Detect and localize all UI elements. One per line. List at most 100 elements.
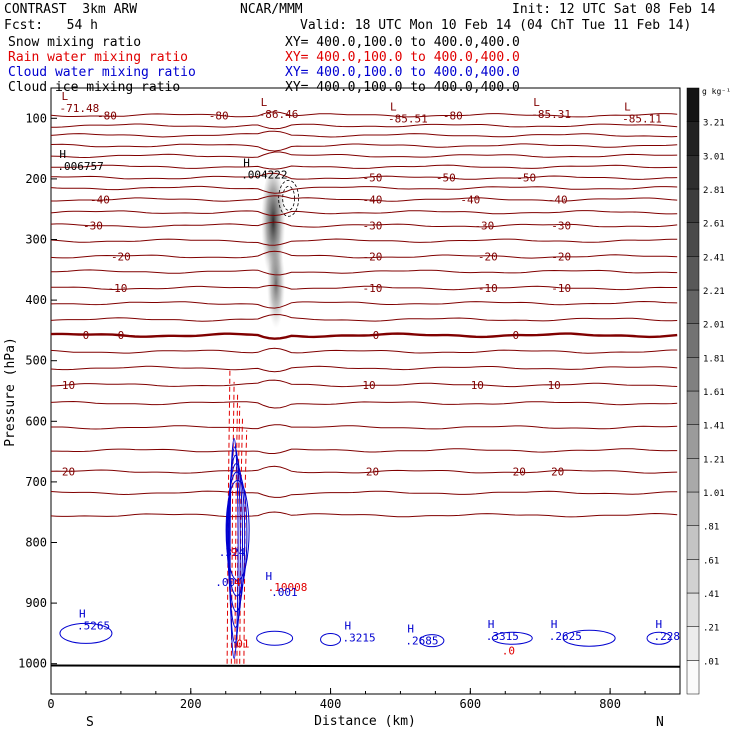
temperature-contour xyxy=(50,332,678,340)
colorbar-label: 2.21 xyxy=(703,287,725,297)
contour-annotation: .10008 xyxy=(268,581,308,594)
field-snow-xy: XY= 400.0,100.0 to 400.0,400.0 xyxy=(285,35,520,50)
extremum-value: -86.46 xyxy=(259,108,299,121)
contour-label: 20 xyxy=(551,466,564,479)
contour-label: 0 xyxy=(512,329,519,342)
valid-time: Valid: 18 UTC Mon 10 Feb 14 (04 ChT Tue … xyxy=(300,18,692,33)
x-tick-label: 200 xyxy=(180,697,202,711)
y-tick-label: 300 xyxy=(25,233,47,247)
extremum-value: .004222 xyxy=(241,168,287,181)
colorbar-swatch xyxy=(686,256,700,291)
extremum-value: .3315 xyxy=(486,630,519,643)
field-snow-name: Snow mixing ratio xyxy=(8,35,142,50)
extremum-value: .2685 xyxy=(405,634,438,647)
cloud-water-contour xyxy=(225,479,250,581)
cloud-water-contour xyxy=(562,629,616,647)
cloud-water-contour xyxy=(226,471,248,597)
cloud-water-contour xyxy=(228,454,244,628)
y-tick-label: 1000 xyxy=(18,657,47,671)
extremum-value: .3215 xyxy=(343,631,376,644)
y-tick-label: 500 xyxy=(25,354,47,368)
cloud-water-contour xyxy=(227,463,246,613)
cloud-ice-contour xyxy=(282,185,296,211)
temperature-contour xyxy=(50,210,678,217)
contour-label: -40 xyxy=(363,194,383,207)
colorbar-label: 1.41 xyxy=(703,422,725,432)
colorbar-swatch xyxy=(686,592,700,627)
contour-annotation: 4 xyxy=(234,576,241,589)
rain-contour xyxy=(236,406,241,664)
x-tick-label: 800 xyxy=(599,697,621,711)
plot-frame xyxy=(50,87,681,695)
field-rain-xy: XY= 400.0,100.0 to 400.0,400.0 xyxy=(285,50,520,65)
colorbar-unit: g kg⁻¹ xyxy=(702,87,731,96)
extremum-value: -85.51 xyxy=(388,113,428,126)
extremum-letter: L xyxy=(533,96,540,109)
temperature-contour xyxy=(51,424,678,430)
colorbar-label: 1.01 xyxy=(703,489,725,499)
contour-label: -10 xyxy=(478,282,498,295)
extremum-letter: H xyxy=(345,619,352,632)
colorbar-swatch xyxy=(686,87,700,122)
contour-label: 10 xyxy=(548,379,561,392)
contour-label: 10 xyxy=(471,379,484,392)
snow-core xyxy=(261,167,286,288)
x-tick-label: 0 xyxy=(47,697,54,711)
field-cloud-water-xy: XY= 400.0,100.0 to 400.0,400.0 xyxy=(285,65,520,80)
temperature-contour xyxy=(50,111,678,118)
extremum-letter: L xyxy=(261,96,268,109)
y-tick-label: 600 xyxy=(25,414,47,428)
contour-label: -50 xyxy=(436,172,456,185)
forecast-hour: Fcst: 54 h xyxy=(4,18,98,33)
extremum-value: .5265 xyxy=(77,619,110,632)
contour-annotation: 01 xyxy=(236,637,249,650)
rain-contour xyxy=(230,381,235,664)
x-tick-label: 600 xyxy=(459,697,481,711)
cloud-water-contour xyxy=(229,438,239,660)
x-tick-label: 400 xyxy=(320,697,342,711)
contour-label: -30 xyxy=(363,220,383,233)
temperature-contour xyxy=(50,221,678,228)
cloud-water-contour xyxy=(419,634,445,648)
colorbar-swatch xyxy=(686,525,700,560)
extremum-letter: L xyxy=(390,101,397,114)
contour-annotation: 9 xyxy=(231,546,238,559)
colorbar-swatch xyxy=(686,188,700,223)
init-time: Init: 12 UTC Sat 08 Feb 14 xyxy=(512,2,716,17)
cloud-water-contour xyxy=(320,632,342,646)
contour-label: -20 xyxy=(111,250,131,263)
contour-label: -80 xyxy=(209,109,229,122)
y-tick-label: 700 xyxy=(25,475,47,489)
cloud-water-contour xyxy=(59,622,113,644)
south-label: S xyxy=(86,715,94,730)
contour-label: -80 xyxy=(443,109,463,122)
cloud-water-contour xyxy=(228,446,241,644)
contour-label: 0 xyxy=(373,329,380,342)
colorbar-swatch xyxy=(686,559,700,594)
contour-label: -40 xyxy=(90,194,110,207)
temperature-contour xyxy=(50,511,678,518)
contour-label: -50 xyxy=(516,172,536,185)
contour-label: 20 xyxy=(366,466,379,479)
contour-label: -10 xyxy=(363,282,383,295)
temperature-contour xyxy=(50,185,678,194)
colorbar-swatch xyxy=(686,390,700,425)
contour-label: -50 xyxy=(363,172,383,185)
x-axis-title: Distance (km) xyxy=(314,714,416,729)
colorbar-swatch xyxy=(686,357,700,392)
contour-label: -20 xyxy=(551,250,571,263)
colorbar-label: .61 xyxy=(703,556,719,566)
extremum-letter: H xyxy=(551,618,558,631)
extremum-letter: H xyxy=(407,622,414,635)
y-tick-label: 800 xyxy=(25,536,47,550)
contour-label: 10 xyxy=(362,379,375,392)
temperature-contour xyxy=(51,123,678,130)
colorbar-swatch xyxy=(686,155,700,190)
colorbar-swatch xyxy=(686,491,700,526)
colorbar-label: 2.61 xyxy=(703,220,725,230)
contour-annotation: .001 xyxy=(271,586,298,599)
center-label: NCAR/MMM xyxy=(240,2,303,17)
contour-label: 0 xyxy=(83,329,90,342)
y-tick-label: 400 xyxy=(25,293,47,307)
colorbar-label: .01 xyxy=(703,657,719,667)
